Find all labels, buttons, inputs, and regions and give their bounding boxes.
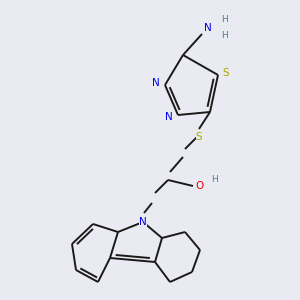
Text: N: N [139,217,147,227]
Text: N: N [204,23,212,33]
Text: S: S [196,132,202,142]
Text: H: H [220,16,227,25]
Text: N: N [152,78,160,88]
Text: N: N [165,112,173,122]
Text: H: H [220,32,227,40]
Text: H: H [211,175,218,184]
Text: S: S [223,68,229,78]
Text: O: O [196,181,204,191]
